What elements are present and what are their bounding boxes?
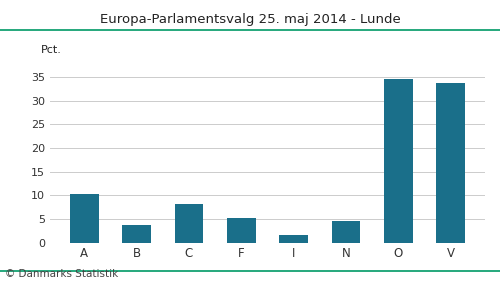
Bar	[280, 235, 308, 243]
Bar	[122, 224, 151, 243]
Bar	[174, 204, 204, 243]
Text: Europa-Parlamentsvalg 25. maj 2014 - Lunde: Europa-Parlamentsvalg 25. maj 2014 - Lun…	[100, 13, 401, 26]
Text: Pct.: Pct.	[42, 45, 62, 56]
Bar	[70, 194, 98, 243]
Bar	[384, 80, 413, 243]
Bar	[227, 219, 256, 243]
Bar	[332, 221, 360, 243]
Text: © Danmarks Statistik: © Danmarks Statistik	[5, 269, 118, 279]
Bar	[436, 83, 465, 243]
